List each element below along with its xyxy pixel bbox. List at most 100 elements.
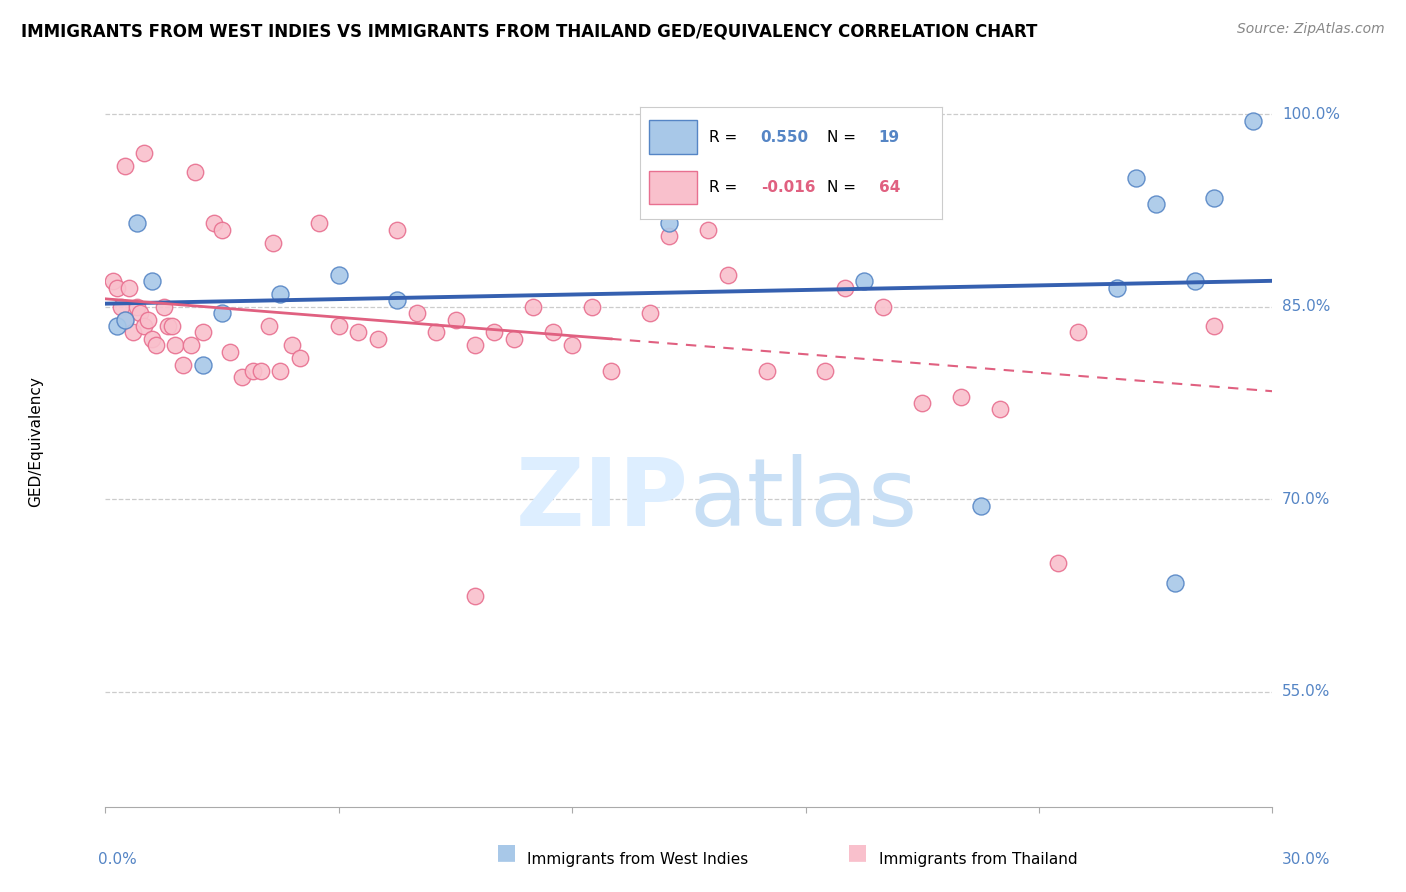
Point: [105, 319, 128, 334]
Point: [211, 223, 233, 237]
Point: [872, 300, 894, 314]
Point: [541, 326, 564, 340]
Point: [191, 326, 214, 340]
Point: [103, 274, 125, 288]
Text: atlas: atlas: [689, 454, 917, 546]
Text: Immigrants from Thailand: Immigrants from Thailand: [879, 852, 1077, 867]
Point: [697, 223, 720, 237]
Point: [600, 364, 623, 378]
Point: [464, 338, 486, 352]
Point: [1067, 326, 1090, 340]
Text: Source: ZipAtlas.com: Source: ZipAtlas.com: [1237, 22, 1385, 37]
Point: [1047, 557, 1070, 571]
Point: [281, 338, 304, 352]
Point: [444, 312, 467, 326]
Point: [717, 268, 740, 282]
Point: [464, 589, 486, 603]
Point: [288, 351, 311, 365]
Point: [191, 358, 214, 372]
Point: [118, 280, 141, 294]
Text: ■: ■: [496, 843, 516, 863]
Text: 70.0%: 70.0%: [1282, 491, 1330, 507]
Point: [231, 370, 253, 384]
FancyBboxPatch shape: [648, 120, 697, 153]
Point: [211, 306, 233, 320]
Point: [125, 300, 148, 314]
Point: [165, 338, 187, 352]
Point: [129, 306, 152, 320]
FancyBboxPatch shape: [648, 170, 697, 204]
Point: [160, 319, 183, 334]
Point: [121, 326, 143, 340]
Point: [561, 338, 583, 352]
Text: 0.550: 0.550: [761, 129, 808, 145]
Point: [114, 159, 136, 173]
Text: 64: 64: [879, 180, 900, 194]
Text: 0.0%: 0.0%: [97, 852, 136, 867]
Point: [852, 274, 875, 288]
Text: IMMIGRANTS FROM WEST INDIES VS IMMIGRANTS FROM THAILAND GED/EQUIVALENCY CORRELAT: IMMIGRANTS FROM WEST INDIES VS IMMIGRANT…: [21, 22, 1038, 40]
Point: [950, 390, 973, 404]
Point: [184, 165, 207, 179]
Point: [136, 312, 159, 326]
Point: [367, 332, 389, 346]
Point: [156, 319, 179, 334]
Point: [262, 235, 284, 250]
Point: [1164, 575, 1187, 590]
Text: Immigrants from West Indies: Immigrants from West Indies: [527, 852, 748, 867]
Point: [658, 216, 681, 230]
Point: [425, 326, 447, 340]
Point: [141, 274, 163, 288]
Point: [134, 319, 156, 334]
Point: [814, 364, 837, 378]
Point: [202, 216, 225, 230]
Point: [308, 216, 330, 230]
Point: [270, 287, 292, 301]
Point: [385, 293, 409, 308]
Point: [1202, 191, 1225, 205]
Text: N =: N =: [827, 129, 860, 145]
Text: 85.0%: 85.0%: [1282, 300, 1330, 314]
Text: R =: R =: [709, 180, 742, 194]
Point: [658, 229, 681, 244]
Point: [1202, 319, 1225, 334]
Point: [581, 300, 603, 314]
Text: ■: ■: [848, 843, 868, 863]
Point: [141, 332, 163, 346]
Point: [250, 364, 273, 378]
Point: [172, 358, 194, 372]
Text: 19: 19: [879, 129, 900, 145]
Point: [145, 338, 167, 352]
Point: [484, 326, 506, 340]
Point: [257, 319, 280, 334]
Point: [834, 280, 856, 294]
Point: [755, 364, 778, 378]
Point: [522, 300, 544, 314]
Point: [328, 319, 350, 334]
Point: [911, 396, 934, 410]
Point: [638, 306, 661, 320]
Point: [1125, 171, 1147, 186]
Text: GED/Equivalency: GED/Equivalency: [28, 376, 44, 507]
Point: [180, 338, 202, 352]
Text: 30.0%: 30.0%: [1282, 852, 1330, 867]
Point: [1184, 274, 1206, 288]
Point: [347, 326, 370, 340]
Point: [134, 145, 156, 160]
Point: [1105, 280, 1128, 294]
Point: [153, 300, 174, 314]
Point: [385, 223, 409, 237]
Point: [328, 268, 350, 282]
Point: [970, 499, 993, 513]
Point: [405, 306, 427, 320]
Point: [1241, 113, 1264, 128]
Text: 100.0%: 100.0%: [1282, 107, 1340, 122]
Point: [114, 312, 136, 326]
Point: [503, 332, 526, 346]
Point: [988, 402, 1011, 417]
Text: ZIP: ZIP: [516, 454, 689, 546]
Point: [242, 364, 264, 378]
Point: [125, 216, 148, 230]
Text: 55.0%: 55.0%: [1282, 684, 1330, 699]
Point: [105, 280, 128, 294]
